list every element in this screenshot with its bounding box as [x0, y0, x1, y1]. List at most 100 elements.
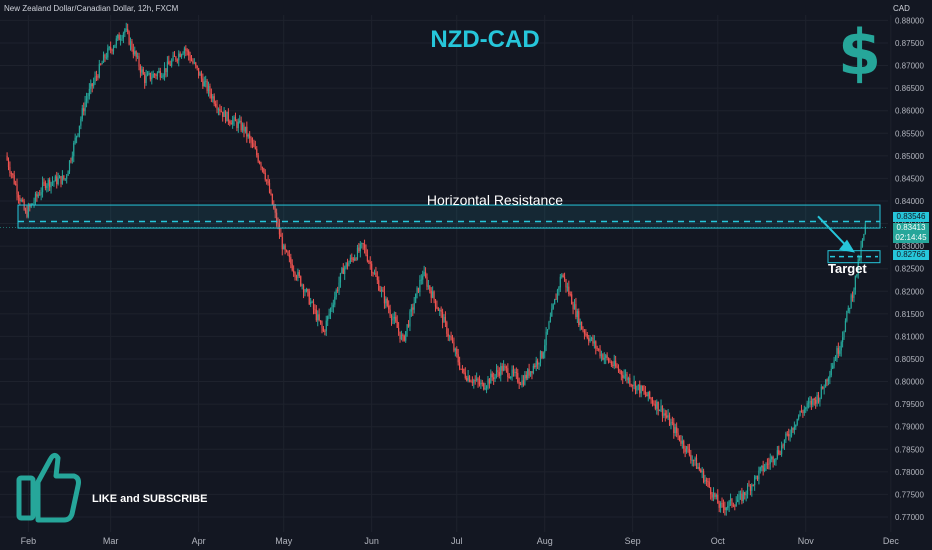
candle [43, 178, 45, 187]
candle [49, 177, 51, 192]
candle [441, 308, 444, 329]
y-tick-label: 0.82000 [895, 287, 924, 296]
candle [393, 311, 395, 325]
candle [474, 375, 476, 385]
candle [345, 262, 347, 270]
candle [412, 303, 414, 317]
candle [224, 110, 227, 124]
candle [508, 373, 510, 379]
candle [199, 71, 201, 76]
candle [708, 477, 710, 489]
candle [739, 490, 742, 500]
candle [369, 256, 371, 270]
candle [78, 125, 81, 138]
candle [94, 71, 96, 85]
candle [324, 329, 326, 336]
annotations-layer [0, 204, 888, 264]
candle [285, 249, 288, 253]
candle [132, 43, 134, 59]
candle [276, 208, 278, 227]
candle [152, 70, 154, 78]
candle [142, 66, 144, 75]
candle [352, 256, 354, 263]
candle [176, 58, 178, 64]
resistance-price-tag: 0.83546 [893, 212, 929, 222]
candle [729, 493, 732, 506]
grid [0, 15, 892, 532]
candle [656, 399, 658, 415]
candle [562, 273, 564, 278]
candle [785, 431, 787, 443]
candle [85, 92, 88, 108]
candle [165, 68, 167, 78]
candle [515, 367, 517, 380]
candle [56, 171, 58, 189]
candle [287, 250, 289, 256]
candle [302, 283, 305, 299]
candle [575, 297, 577, 320]
candle [202, 73, 204, 89]
candle [180, 53, 183, 59]
candle [63, 175, 65, 181]
last-price-tag: 0.83413 [893, 223, 929, 233]
candle [678, 435, 681, 442]
candle [800, 404, 803, 413]
candle [461, 365, 464, 374]
candle [219, 104, 221, 116]
candle [243, 122, 245, 138]
candle [429, 285, 431, 294]
candle [796, 418, 798, 426]
candles [6, 22, 866, 516]
candle [284, 243, 286, 255]
candle [192, 58, 194, 65]
candle [857, 254, 859, 279]
candle [778, 445, 780, 456]
candle [643, 385, 645, 395]
y-tick-label: 0.81000 [895, 332, 924, 341]
candle [812, 398, 814, 408]
x-tick-label: Oct [711, 536, 726, 546]
candle [424, 267, 427, 279]
candle [775, 458, 777, 466]
candle [335, 288, 337, 300]
candle [518, 377, 520, 390]
candle [609, 358, 611, 363]
candle [688, 443, 691, 457]
candle [81, 104, 83, 122]
candle [565, 279, 567, 293]
candle [297, 268, 299, 282]
x-tick-label: Jul [451, 536, 463, 546]
candle [217, 107, 220, 116]
candle [203, 76, 205, 87]
candle [612, 361, 614, 369]
candle [161, 72, 163, 79]
candle [603, 352, 605, 365]
candle [179, 51, 181, 58]
candle [725, 506, 727, 516]
candle [102, 51, 105, 63]
candle [853, 287, 855, 303]
candle [373, 269, 376, 275]
candle [237, 118, 239, 133]
candle [701, 466, 703, 479]
candle [487, 375, 489, 390]
candle [483, 382, 485, 391]
candle [829, 370, 831, 385]
candle [510, 376, 512, 380]
candle [207, 81, 210, 97]
candle [158, 67, 160, 74]
candle [342, 263, 344, 275]
candle [833, 356, 835, 369]
candle [108, 46, 110, 51]
candle [396, 315, 398, 329]
candle [416, 286, 418, 299]
candle [332, 299, 334, 313]
candle [16, 178, 18, 201]
candle [494, 373, 496, 383]
candle [443, 314, 445, 323]
candle [579, 318, 581, 331]
candle [586, 331, 588, 340]
candle [830, 363, 832, 378]
candle [66, 173, 68, 184]
